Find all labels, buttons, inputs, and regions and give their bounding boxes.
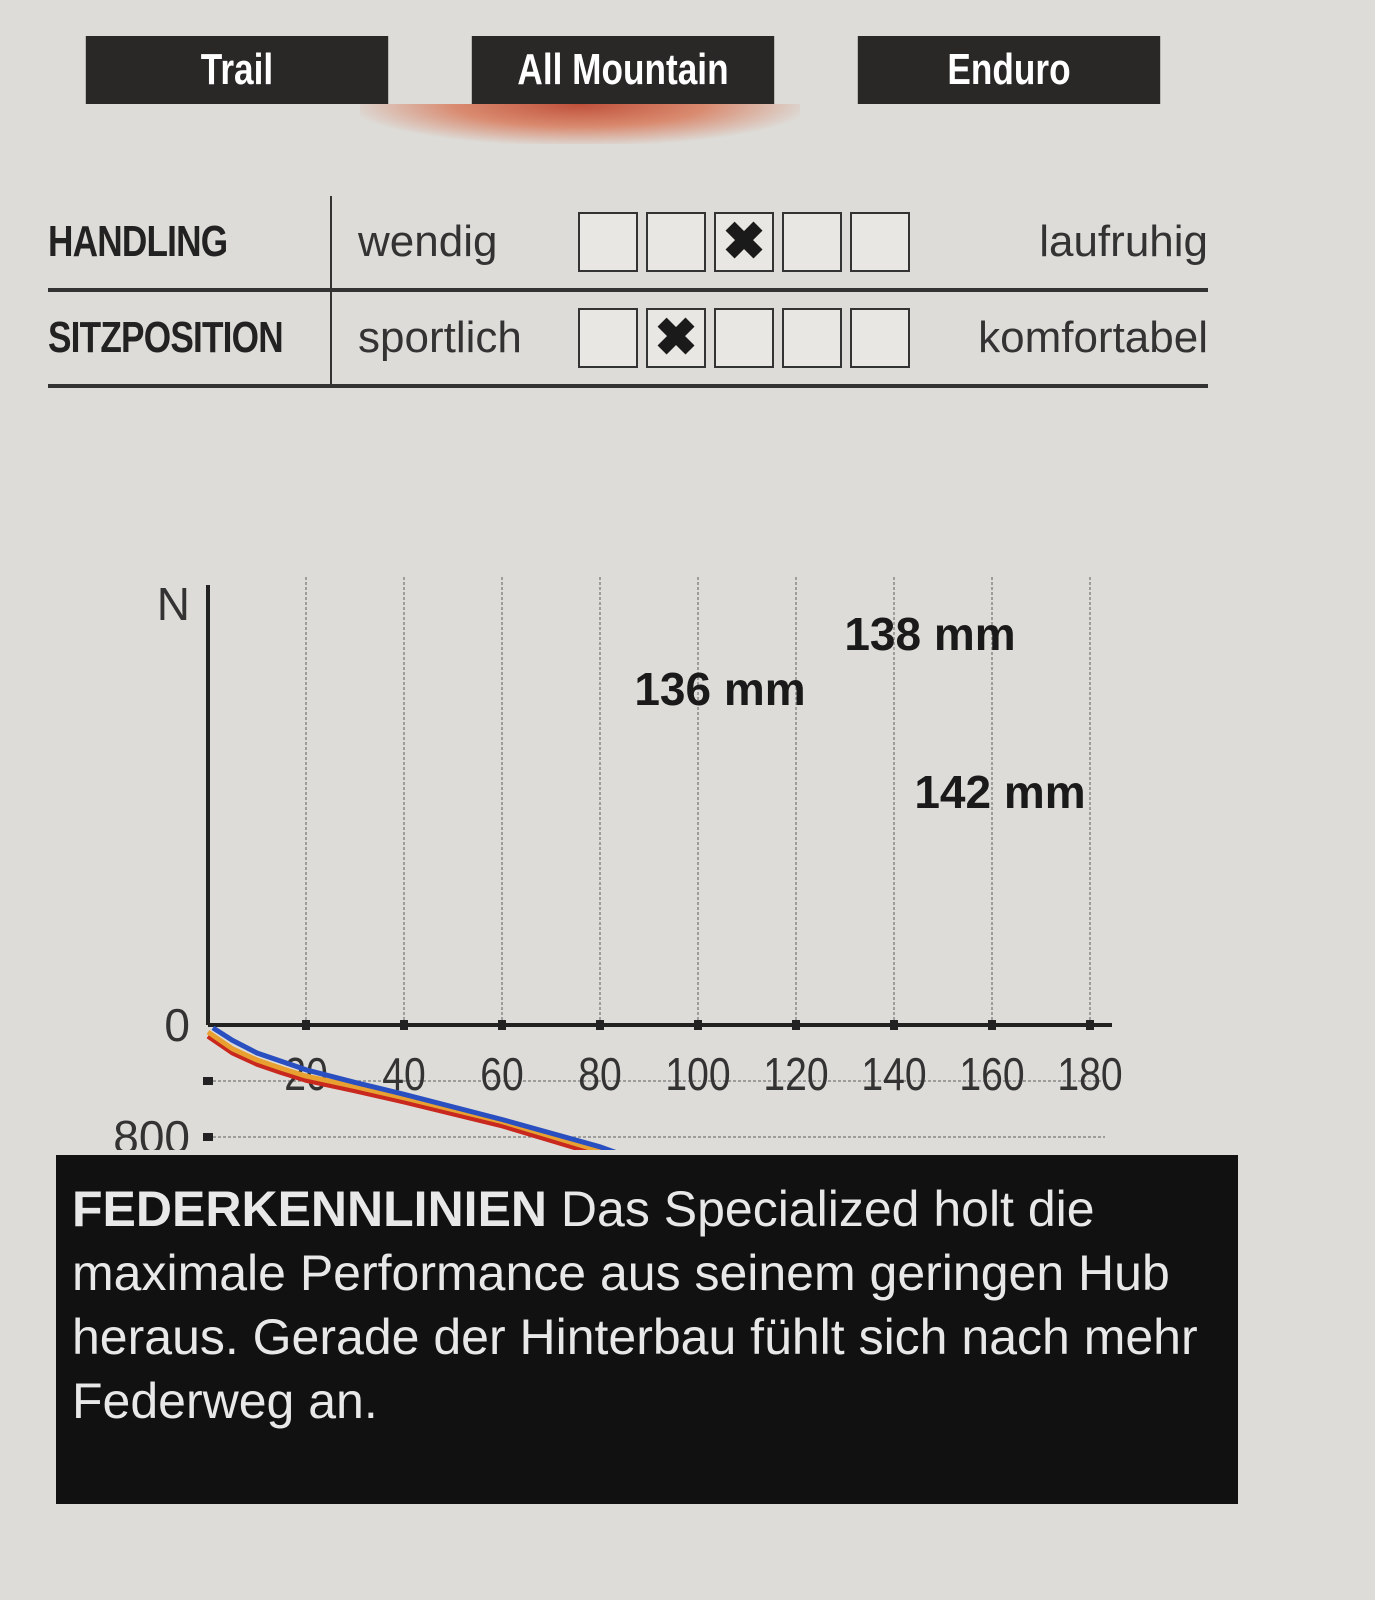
caption-heading: FEDERKENNLINIEN — [72, 1181, 548, 1237]
x-tick-label: 80 — [578, 1049, 621, 1101]
x-tick — [1086, 1020, 1094, 1030]
active-tab-highlight — [360, 104, 800, 144]
rating-left-label: sportlich — [358, 313, 522, 362]
tab-trail[interactable]: Trail — [85, 36, 389, 104]
x-tick — [596, 1020, 604, 1030]
series-label: 138 mm — [844, 608, 1015, 660]
x-tick — [890, 1020, 898, 1030]
rating-box — [646, 212, 706, 272]
x-tick — [694, 1020, 702, 1030]
y-axis-label: N — [157, 578, 190, 630]
x-tick-label: 120 — [763, 1049, 828, 1101]
x-tick-label: 160 — [959, 1049, 1024, 1101]
rating-box — [714, 308, 774, 368]
caption-text: Das Specialized holt die maximale Perfor… — [72, 1181, 1198, 1429]
x-tick-label: 100 — [665, 1049, 730, 1101]
rating-box-checked: ✖ — [646, 308, 706, 368]
y-tick — [203, 1133, 213, 1141]
rating-sitzposition: SITZPOSITION sportlich ✖ komfortabel — [48, 292, 1208, 388]
tab-all-mountain[interactable]: All Mountain — [471, 36, 775, 104]
rating-label: SITZPOSITION — [48, 313, 284, 362]
rating-box — [578, 308, 638, 368]
series-label: 142 mm — [914, 766, 1085, 818]
rating-box — [850, 308, 910, 368]
rating-right-label: komfortabel — [978, 313, 1208, 362]
rating-box — [782, 212, 842, 272]
rating-box — [782, 308, 842, 368]
rating-box — [578, 212, 638, 272]
tab-enduro[interactable]: Enduro — [857, 36, 1161, 104]
rating-left-label: wendig — [358, 217, 498, 266]
series-label: 136 mm — [634, 663, 805, 715]
x-tick — [498, 1020, 506, 1030]
series-line — [206, 1034, 592, 1150]
y-tick-label: 800 — [113, 1111, 190, 1150]
x-tick — [988, 1020, 996, 1030]
x-tick-label: 180 — [1057, 1049, 1122, 1101]
x-tick-label: 60 — [480, 1049, 523, 1101]
y-tick-label: 0 — [164, 999, 190, 1051]
divider — [330, 292, 332, 384]
rating-box-checked: ✖ — [714, 212, 774, 272]
caption-box: FEDERKENNLINIEN Das Specialized holt die… — [56, 1155, 1238, 1504]
rating-label: HANDLING — [48, 217, 228, 266]
spring-curve-chart: 20406080100120140160180080016002400N136 … — [113, 575, 1123, 1150]
category-tabs: Trail All Mountain Enduro — [48, 36, 1198, 104]
rating-boxes: ✖ — [578, 308, 910, 368]
x-tick — [302, 1020, 310, 1030]
series-line — [211, 1025, 617, 1150]
rating-boxes: ✖ — [578, 212, 910, 272]
rating-box — [850, 212, 910, 272]
x-tick-label: 140 — [861, 1049, 926, 1101]
x-tick — [400, 1020, 408, 1030]
x-tick — [792, 1020, 800, 1030]
y-tick — [203, 1077, 213, 1085]
rating-right-label: laufruhig — [1039, 217, 1208, 266]
rating-handling: HANDLING wendig ✖ laufruhig — [48, 196, 1208, 292]
divider — [330, 196, 332, 288]
